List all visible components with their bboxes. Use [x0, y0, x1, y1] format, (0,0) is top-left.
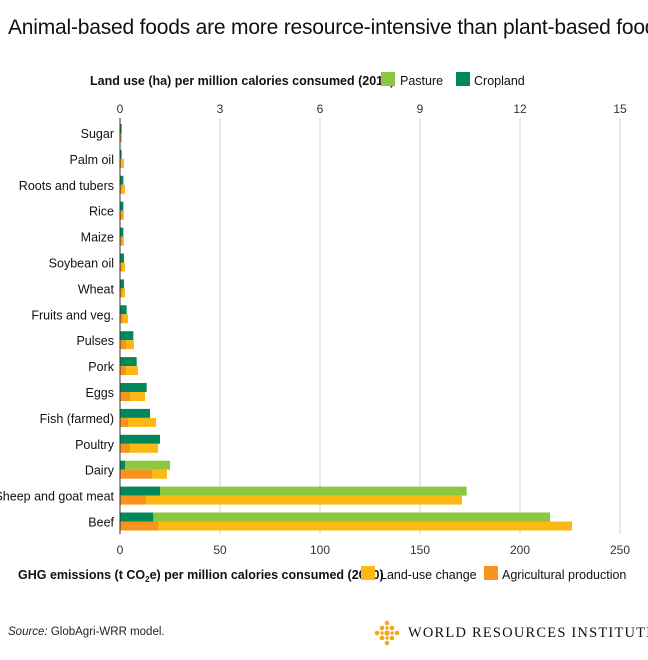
bar-agricultural-production: [120, 184, 122, 194]
bar-land-use-change: [122, 236, 124, 246]
bar-pasture: [160, 486, 467, 496]
top-axis-tick-label: 3: [217, 102, 224, 116]
bar-land-use-change: [123, 314, 128, 324]
bar-land-use-change: [126, 340, 134, 350]
bar-cropland: [120, 486, 160, 496]
bar-agricultural-production: [120, 495, 146, 505]
wri-logo-icon: [374, 620, 400, 646]
category-label: Dairy: [85, 464, 115, 478]
category-label: Eggs: [86, 386, 115, 400]
brand-name: WORLD RESOURCES INSTITUTE: [408, 624, 648, 641]
source-label: Source:: [8, 626, 48, 638]
brand-logo: WORLD RESOURCES INSTITUTE: [374, 620, 648, 646]
bar-land-use-change: [128, 417, 156, 427]
bar-cropland: [120, 331, 134, 341]
bar-cropland: [120, 383, 147, 392]
bottom-axis-tick-label: 100: [310, 543, 330, 557]
bar-land-use-change: [122, 184, 125, 194]
bar-pasture: [125, 460, 170, 470]
bar-cropland: [120, 149, 122, 159]
top-axis-tick-label: 6: [317, 102, 324, 116]
category-label: Rice: [89, 205, 114, 219]
bar-land-use-change: [126, 366, 138, 376]
bar-land-use-change: [152, 469, 167, 479]
bottom-axis-tick-label: 150: [410, 543, 430, 557]
bar-cropland: [120, 124, 122, 133]
bar-agricultural-production: [120, 236, 122, 246]
bar-cropland: [120, 201, 124, 211]
category-label: Poultry: [75, 438, 115, 452]
top-axis-tick-label: 9: [417, 102, 424, 116]
category-label: Fruits and veg.: [31, 308, 114, 322]
top-axis-tick-label: 15: [613, 102, 627, 116]
bar-land-use-change: [121, 133, 122, 142]
bar-land-use-change: [130, 443, 158, 453]
bar-cropland: [120, 512, 154, 522]
legend-swatch-pasture: [381, 72, 395, 86]
bar-agricultural-production: [120, 417, 128, 427]
bar-land-use-change: [122, 262, 125, 272]
category-label: Roots and tubers: [19, 179, 114, 193]
bottom-axis-tick-label: 50: [213, 543, 227, 557]
bar-agricultural-production: [120, 469, 152, 479]
category-label: Pulses: [76, 334, 114, 348]
category-label: Maize: [81, 231, 114, 245]
bar-land-use-change: [130, 392, 145, 401]
legend-swatch-land-use-change: [361, 566, 375, 580]
bar-land-use-change: [146, 495, 462, 505]
bar-agricultural-production: [120, 314, 123, 324]
bar-agricultural-production: [120, 366, 126, 376]
bar-agricultural-production: [120, 288, 122, 298]
legend-swatch-agricultural-production: [484, 566, 498, 580]
category-label: Palm oil: [70, 153, 114, 167]
bottom-axis-tick-label: 250: [610, 543, 630, 557]
bar-pasture: [153, 512, 551, 522]
category-label: Pork: [88, 360, 114, 374]
legend-label-cropland: Cropland: [474, 74, 525, 88]
legend-swatch-cropland: [456, 72, 470, 86]
legend-label-land-use-change: Land-use change: [380, 568, 477, 582]
bar-cropland: [120, 227, 124, 237]
category-label: Sheep and goat meat: [0, 490, 115, 504]
chart-svg: Land use (ha) per million calories consu…: [0, 72, 630, 584]
bar-cropland: [120, 175, 124, 185]
bar-cropland: [120, 357, 137, 367]
bottom-axis-tick-label: 200: [510, 543, 530, 557]
bar-cropland: [120, 279, 124, 289]
bar-land-use-change: [122, 288, 125, 298]
top-axis-tick-label: 12: [513, 102, 527, 116]
chart-title: Animal-based foods are more resource-int…: [8, 16, 648, 39]
bar-agricultural-production: [120, 210, 122, 220]
source-note: Source: GlobAgri-WRR model.: [8, 626, 165, 638]
category-label: Beef: [88, 516, 114, 530]
bar-cropland: [120, 460, 125, 470]
category-label: Soybean oil: [49, 257, 114, 271]
bar-agricultural-production: [120, 340, 126, 350]
bar-cropland: [120, 305, 127, 315]
bar-land-use-change: [122, 210, 124, 220]
category-label: Wheat: [78, 282, 115, 296]
bar-land-use-change: [121, 158, 124, 168]
bar-agricultural-production: [120, 521, 158, 531]
bar-cropland: [120, 253, 124, 263]
bar-agricultural-production: [120, 443, 130, 453]
bar-land-use-change: [158, 521, 572, 531]
bar-cropland: [120, 408, 150, 418]
source-text: GlobAgri-WRR model.: [50, 626, 165, 638]
category-label: Fish (farmed): [40, 412, 114, 426]
bottom-axis-tick-label: 0: [117, 543, 124, 557]
legend-label-pasture: Pasture: [400, 74, 443, 88]
bar-cropland: [120, 434, 160, 444]
bar-agricultural-production: [120, 392, 130, 401]
category-label: Sugar: [81, 127, 114, 141]
top-axis-tick-label: 0: [117, 102, 124, 116]
legend-label-agricultural-production: Agricultural production: [502, 568, 626, 582]
bar-agricultural-production: [120, 262, 122, 272]
top-axis-label: Land use (ha) per million calories consu…: [90, 74, 394, 88]
bottom-axis-label: GHG emissions (t CO2e) per million calor…: [18, 568, 384, 584]
